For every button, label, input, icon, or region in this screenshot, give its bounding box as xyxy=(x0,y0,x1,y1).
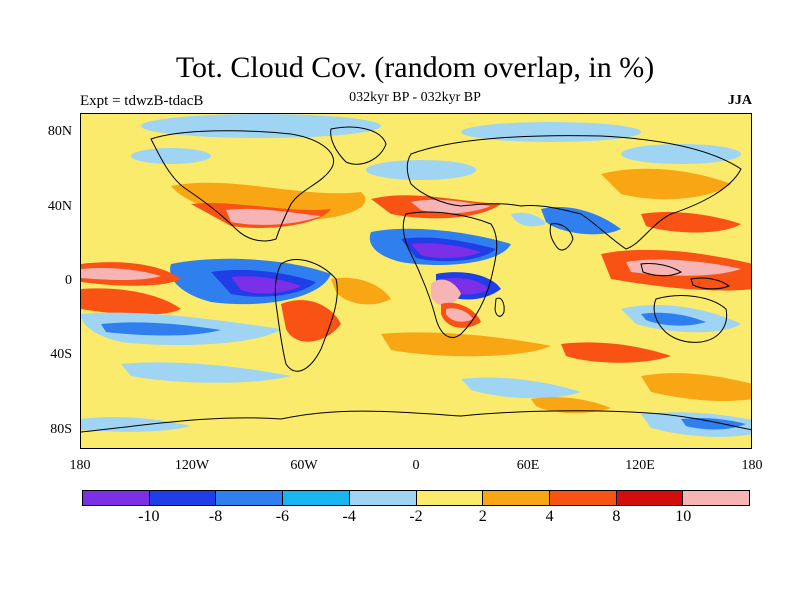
map-panel xyxy=(80,113,752,449)
colorbar-label: -8 xyxy=(208,508,223,525)
colorbar-label: 8 xyxy=(612,508,621,525)
anomaly-patch xyxy=(461,377,581,399)
colorbar-label: -4 xyxy=(342,508,356,525)
lon-tick-label: 120E xyxy=(625,458,655,473)
coastlines xyxy=(81,126,751,433)
anomaly-patch xyxy=(411,199,491,214)
experiment-label: Expt = tdwzB-tdacB xyxy=(80,93,204,109)
lon-tick-label: 60W xyxy=(290,458,318,473)
colorbar-box xyxy=(616,491,684,505)
map-title: Tot. Cloud Cov. (random overlap, in %) xyxy=(175,51,655,84)
lon-tick-label: 180 xyxy=(741,458,763,473)
anomaly-patch xyxy=(231,276,301,294)
anomaly-patch xyxy=(641,373,751,402)
colorbar-box xyxy=(83,491,150,505)
anomaly-patch xyxy=(101,322,221,336)
colorbar-label: -6 xyxy=(275,508,290,525)
anomaly-patch xyxy=(411,243,481,259)
colorbar-label: -10 xyxy=(138,508,160,525)
anomaly-patch xyxy=(81,267,161,280)
colorbar-box xyxy=(483,491,550,505)
colorbar-box xyxy=(283,491,350,505)
anomaly-patch xyxy=(531,397,611,414)
anomaly-patch xyxy=(381,332,551,357)
anomaly-patch xyxy=(131,148,211,164)
anomaly-map xyxy=(81,114,751,448)
lon-tick-label: 120W xyxy=(174,458,210,473)
colorbar-box xyxy=(349,491,417,505)
anomaly-patch xyxy=(446,308,473,322)
anomaly-patch xyxy=(281,300,341,342)
colorbar-box xyxy=(416,491,484,505)
anomaly-patch xyxy=(621,144,741,164)
colorbar-label: -2 xyxy=(409,508,423,525)
lon-tick-label: 60E xyxy=(516,458,540,473)
lat-tick-label: 80S xyxy=(50,422,72,437)
lat-tick-label: 80N xyxy=(47,124,72,139)
colorbar-box xyxy=(216,491,284,505)
anomaly-patch xyxy=(561,342,671,363)
anomaly-patch xyxy=(641,312,706,326)
colorbar-label: 2 xyxy=(478,508,487,525)
lat-tick-label: 40S xyxy=(50,347,72,362)
anomaly-patch xyxy=(331,277,391,305)
colorbar-label: 10 xyxy=(675,508,692,525)
colorbar-box xyxy=(683,491,750,505)
anomaly-patch xyxy=(366,160,476,180)
anomaly-patch xyxy=(681,417,746,430)
colorbar-box xyxy=(549,491,617,505)
anomaly-patch xyxy=(541,206,621,235)
season-label: JJA xyxy=(727,93,752,108)
anomaly-patch xyxy=(431,279,461,306)
lat-tick-label: 0 xyxy=(65,273,72,288)
anomaly-patch xyxy=(141,114,381,138)
anomaly-patch xyxy=(81,288,181,315)
lon-tick-label: 180 xyxy=(69,458,91,473)
lat-tick-label: 40N xyxy=(47,199,72,214)
anomaly-patch xyxy=(226,208,321,225)
colorbar xyxy=(82,490,750,506)
anomaly-patch xyxy=(601,168,731,200)
anomaly-patch xyxy=(121,362,291,383)
anomaly-patch xyxy=(511,212,546,227)
anomaly-patch xyxy=(81,416,191,432)
colorbar-box xyxy=(149,491,217,505)
lon-tick-label: 0 xyxy=(412,458,420,473)
colorbar-label: 4 xyxy=(545,508,554,525)
period-label: 032kyr BP - 032kyr BP xyxy=(349,90,481,105)
